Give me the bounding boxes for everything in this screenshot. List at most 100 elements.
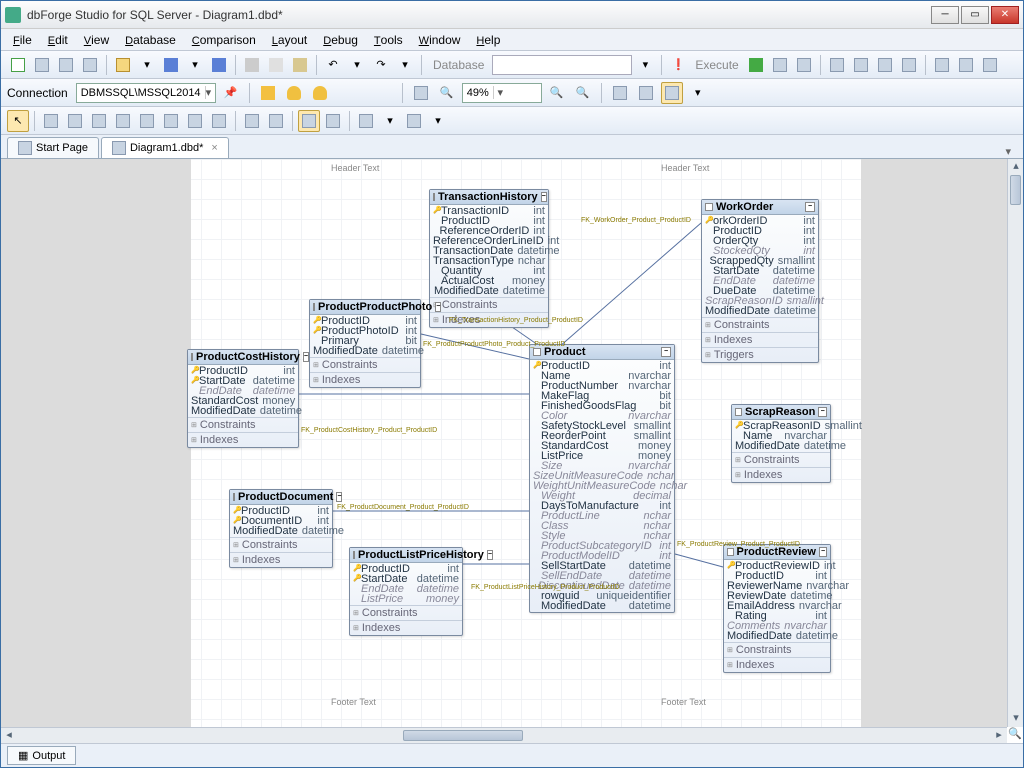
collapse-icon[interactable]: − [819,547,827,557]
menu-edit[interactable]: Edit [40,31,76,49]
horizontal-scrollbar[interactable]: ◂ ▸ [1,727,1007,743]
menu-layout[interactable]: Layout [264,31,315,49]
save-dropdown[interactable]: ▾ [184,54,206,76]
section-indexes[interactable]: Indexes [350,620,462,635]
print-dropdown[interactable]: ▾ [427,110,449,132]
scroll-v-thumb[interactable] [1010,175,1021,205]
tab-list-dropdown[interactable]: ▾ [999,145,1017,158]
tool-c-button[interactable] [874,54,896,76]
entity-ProductCostHistory[interactable]: ProductCostHistory−🔑ProductIDint🔑StartDa… [187,349,299,448]
stop-button[interactable] [793,54,815,76]
maximize-button[interactable]: ▭ [961,6,989,24]
collapse-icon[interactable]: − [487,550,493,560]
export-dropdown[interactable]: ▾ [379,110,401,132]
entity-ProductProductPhoto[interactable]: ProductProductPhoto−🔑ProductIDint🔑Produc… [309,299,421,388]
menu-debug[interactable]: Debug [315,31,366,49]
open-button[interactable] [112,54,134,76]
section-constraints[interactable]: Constraints [350,605,462,620]
scroll-left-icon[interactable]: ◂ [1,728,17,744]
zoom-combo[interactable]: 49% ▾ [462,83,542,103]
undo-dropdown[interactable]: ▾ [346,54,368,76]
stamp-tool-button[interactable] [208,110,230,132]
ungroup-tool-button[interactable] [322,110,344,132]
entity-ProductListPriceHistory[interactable]: ProductListPriceHistory−🔑ProductIDint🔑St… [349,547,463,636]
note-tool-button[interactable] [160,110,182,132]
collapse-icon[interactable]: − [805,202,815,212]
menu-window[interactable]: Window [411,31,469,49]
section-indexes[interactable]: Indexes [724,657,830,672]
entity-header[interactable]: ProductCostHistory− [188,350,298,365]
menu-view[interactable]: View [76,31,117,49]
tab-1[interactable]: Diagram1.dbd*× [101,137,229,158]
close-button[interactable]: ✕ [991,6,1019,24]
select-tool-button[interactable]: ↖ [7,110,29,132]
menu-file[interactable]: File [5,31,40,49]
scroll-up-icon[interactable]: ▴ [1008,159,1023,175]
column-row[interactable]: ModifiedDatedatetime [724,631,830,641]
menu-database[interactable]: Database [117,31,184,49]
collapse-icon[interactable]: − [541,192,547,202]
undo-button[interactable]: ↶ [322,54,344,76]
database-combo[interactable] [492,55,632,75]
zoom-in-button[interactable]: 🔍 [546,82,568,104]
stamp2-button[interactable] [241,110,263,132]
open-dropdown[interactable]: ▾ [136,54,158,76]
connection-combo[interactable]: DBMSSQL\MSSQL2014 ▾ [76,83,216,103]
entity-TransactionHistory[interactable]: TransactionHistory−🔑TransactionIDintProd… [429,189,549,328]
relation-tool-button[interactable] [112,110,134,132]
save-all-button[interactable] [208,54,230,76]
grid-button[interactable] [661,82,683,104]
new-query-button[interactable] [31,54,53,76]
section-triggers[interactable]: Triggers [702,347,818,362]
scroll-h-thumb[interactable] [403,730,523,741]
zoom-corner-icon[interactable]: 🔍 [1007,727,1023,743]
new-doc-button[interactable] [79,54,101,76]
refresh-button[interactable] [635,82,657,104]
tool-e-button[interactable] [931,54,953,76]
menu-tools[interactable]: Tools [366,31,411,49]
tool-a-button[interactable] [826,54,848,76]
entity-header[interactable]: ProductDocument− [230,490,332,505]
cut-button[interactable] [241,54,263,76]
entity-ScrapReason[interactable]: ScrapReason−🔑ScrapReasonIDsmallintNamenv… [731,404,831,483]
entity-header[interactable]: ProductProductPhoto− [310,300,420,315]
fk-label[interactable]: FK_ProductReview_Product_ProductID [677,541,800,548]
run-button[interactable] [745,54,767,76]
column-row[interactable]: ModifiedDatedatetime [530,601,674,611]
fk-label[interactable]: FK_TransactionHistory_Product_ProductID [449,317,583,324]
entity-header[interactable]: ProductListPriceHistory− [350,548,462,563]
column-row[interactable]: ModifiedDatedatetime [430,286,548,296]
entity-header[interactable]: ScrapReason− [732,405,830,420]
column-row[interactable]: ModifiedDatedatetime [230,526,332,536]
execute-icon[interactable]: ❗ [667,54,689,76]
fit-button[interactable] [410,82,432,104]
column-row[interactable]: ListPricemoney [350,594,462,604]
menu-help[interactable]: Help [468,31,508,49]
output-tab[interactable]: ▦ Output [7,746,76,765]
zoom-dropdown-icon[interactable]: ▾ [493,86,507,99]
entity-header[interactable]: WorkOrder− [702,200,818,215]
fk-label[interactable]: FK_ProductDocument_Product_ProductID [337,504,469,511]
collapse-icon[interactable]: − [303,352,309,362]
tab-close-icon[interactable]: × [211,142,217,154]
entity-Product[interactable]: Product−🔑ProductIDintNamenvarcharProduct… [529,344,675,613]
section-indexes[interactable]: Indexes [732,467,830,482]
debug-button[interactable] [769,54,791,76]
entity-ProductDocument[interactable]: ProductDocument−🔑ProductIDint🔑DocumentID… [229,489,333,568]
zoom-region-button[interactable]: 🔍 [436,82,458,104]
vertical-scrollbar[interactable]: ▴ ▾ [1007,159,1023,727]
section-indexes[interactable]: Indexes [702,332,818,347]
view-tool-button[interactable] [64,110,86,132]
print-button[interactable] [403,110,425,132]
section-constraints[interactable]: Constraints [188,417,298,432]
fk-label[interactable]: FK_ProductCostHistory_Product_ProductID [301,427,437,434]
section-constraints[interactable]: Constraints [230,537,332,552]
column-row[interactable]: ModifiedDatedatetime [188,406,298,416]
redo-button[interactable]: ↷ [370,54,392,76]
scroll-right-icon[interactable]: ▸ [991,728,1007,744]
menu-comparison[interactable]: Comparison [184,31,264,49]
db2-button[interactable] [309,82,331,104]
column-row[interactable]: ModifiedDatedatetime [702,306,818,316]
pin-button[interactable]: 📌 [220,82,242,104]
fk-label[interactable]: FK_ProductProductPhoto_Product_ProductID [423,341,565,348]
